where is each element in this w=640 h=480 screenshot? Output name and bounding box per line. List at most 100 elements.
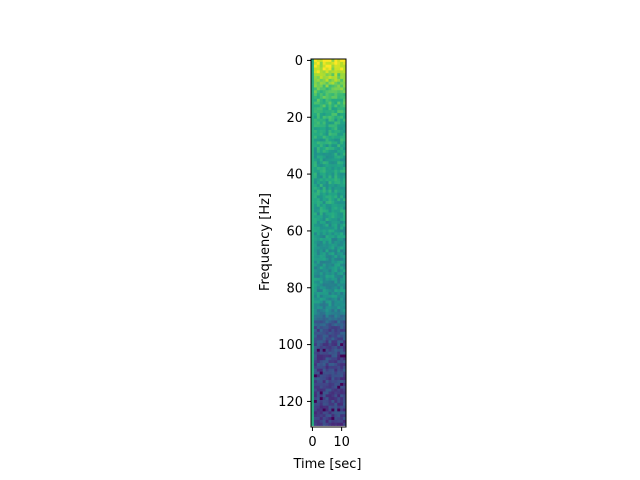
spectrogram-cell [325, 272, 329, 276]
spectrogram-cell [313, 229, 318, 233]
spectrogram-cell [316, 343, 321, 347]
spectrogram-cell [328, 166, 332, 171]
spectrogram-cell [322, 149, 326, 154]
spectrogram-cell [322, 388, 326, 392]
spectrogram-cell [337, 243, 341, 247]
spectrogram-cell [311, 158, 315, 162]
spectrogram-cell [319, 348, 324, 353]
spectrogram-cell [322, 240, 326, 245]
spectrogram-cell [316, 394, 321, 398]
spectrogram-cell [325, 326, 329, 330]
spectrogram-cell [340, 218, 344, 222]
spectrogram-cell [316, 391, 321, 395]
spectrogram-cell [313, 112, 318, 117]
spectrogram-cell [331, 360, 335, 364]
spectrogram-cell [334, 346, 338, 350]
spectrogram-cell [316, 257, 321, 262]
spectrogram-cell [313, 385, 318, 389]
spectrogram-cell [316, 144, 321, 148]
spectrogram-cell [325, 73, 329, 77]
spectrogram-cell [337, 203, 341, 208]
spectrogram-cell [322, 306, 326, 310]
spectrogram-cell [340, 61, 344, 66]
spectrogram-cell [316, 306, 321, 310]
spectrogram-cell [328, 323, 332, 327]
spectrogram-cell [328, 357, 332, 361]
spectrogram-cell [319, 252, 324, 256]
spectrogram-cell [319, 311, 324, 316]
spectrogram-cell [322, 203, 326, 208]
spectrogram-cell [343, 272, 347, 276]
spectrogram-cell [325, 363, 329, 367]
spectrogram-cell [328, 240, 332, 245]
spectrogram-cell [331, 371, 335, 375]
spectrogram-cell [343, 218, 347, 222]
spectrogram-cell [319, 388, 324, 392]
spectrogram-cell [311, 130, 315, 134]
spectrogram-cell [322, 104, 326, 108]
spectrogram-cell [343, 266, 347, 270]
spectrogram-cell [328, 340, 332, 344]
spectrogram-cell [343, 269, 347, 273]
spectrogram-cell [313, 314, 318, 318]
spectrogram-cell [328, 132, 332, 137]
spectrogram-cell [311, 127, 315, 131]
spectrogram-cell [331, 98, 335, 102]
spectrogram-cell [337, 368, 341, 372]
spectrogram-cell [328, 186, 332, 191]
spectrogram-cell [319, 93, 324, 97]
spectrogram-cell [340, 297, 344, 301]
spectrogram-cell [325, 382, 329, 387]
spectrogram-cell [319, 272, 324, 276]
spectrogram-cell [337, 346, 341, 350]
spectrogram-cell [319, 87, 324, 91]
spectrogram-cell [331, 292, 335, 296]
spectrogram-cell [340, 252, 344, 256]
spectrogram-cell [313, 419, 318, 424]
spectrogram-cell [337, 417, 341, 421]
spectrogram-cell [331, 388, 335, 392]
spectrogram-cell [322, 67, 326, 71]
spectrogram-cell [331, 181, 335, 185]
x-tick-label: 0 [308, 435, 316, 450]
spectrogram-cell [319, 220, 324, 225]
spectrogram-cell [343, 402, 347, 407]
spectrogram-cell [319, 81, 324, 85]
spectrogram-cell [331, 132, 335, 137]
spectrogram-cell [319, 232, 324, 236]
spectrogram-cell [343, 235, 347, 239]
spectrogram-cell [337, 64, 341, 68]
spectrogram-cell [343, 286, 347, 290]
spectrogram-cell [334, 377, 338, 381]
spectrogram-cell [319, 184, 324, 188]
spectrogram-cell [334, 388, 338, 392]
spectrogram-cell [311, 192, 315, 196]
spectrogram-cell [343, 365, 347, 370]
spectrogram-cell [311, 417, 315, 421]
spectrogram-cell [311, 283, 315, 287]
spectrogram-cell [331, 255, 335, 259]
spectrogram-cell [325, 243, 329, 247]
spectrogram-cell [322, 189, 326, 193]
spectrogram-cell [319, 144, 324, 148]
spectrogram-cell [340, 104, 344, 108]
spectrogram-cell [313, 226, 318, 230]
spectrogram-cell [313, 149, 318, 154]
spectrogram-cell [331, 346, 335, 350]
spectrogram-cell [328, 252, 332, 256]
spectrogram-cell [311, 201, 315, 205]
spectrogram-cell [328, 110, 332, 114]
spectrogram-cell [319, 166, 324, 171]
spectrogram-cell [331, 274, 335, 279]
spectrogram-cell [322, 300, 326, 304]
spectrogram-cell [322, 283, 326, 287]
spectrogram-cell [325, 402, 329, 407]
spectrogram-cell [319, 161, 324, 165]
spectrogram-cell [311, 340, 315, 344]
spectrogram-cell [316, 331, 321, 335]
spectrogram-cell [319, 118, 324, 122]
spectrogram-cell [337, 357, 341, 361]
spectrogram-cell [319, 243, 324, 247]
spectrogram-cell [313, 238, 318, 242]
spectrogram-cell [340, 303, 344, 307]
